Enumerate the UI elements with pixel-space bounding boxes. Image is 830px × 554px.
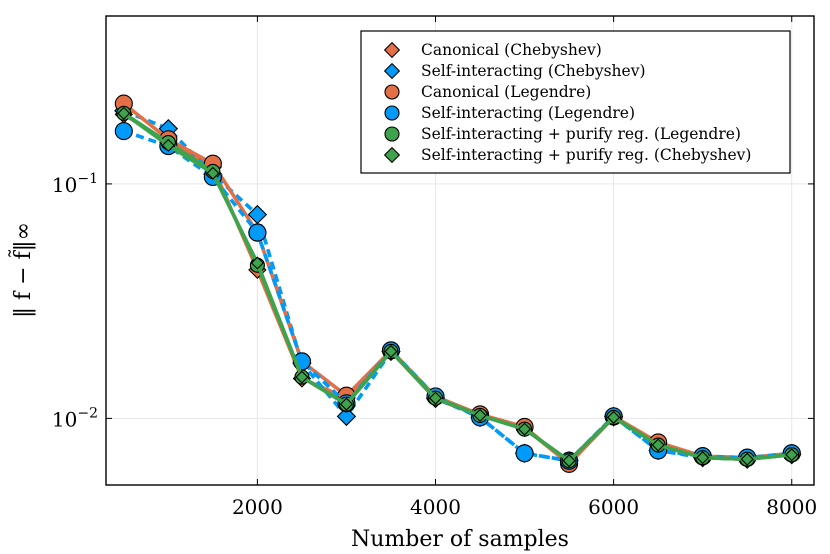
legend-entry-label: Self-interacting (Legendre) [421,104,635,122]
data-point [607,410,621,424]
plot-frame [105,15,815,486]
data-point [206,166,220,180]
data-point [250,256,264,270]
y-tick-base: 10 [52,407,77,431]
series-6 [117,106,799,468]
y-axis-label: ‖ f − f̃‖∞ [9,222,36,318]
legend-marker [383,62,401,80]
legend-entry-label: Self-interacting + purify reg. (Legendre… [421,125,741,143]
x-axis-label: Number of samples [351,527,569,552]
data-point [247,204,268,225]
data-point [473,408,487,422]
series-line [122,111,792,463]
legend-marker [384,126,400,142]
data-point [562,454,576,468]
data-point [518,422,532,436]
data-point [339,397,354,411]
data-point [114,122,133,141]
legend-marker [384,84,400,100]
series-layer [114,94,802,474]
y-tick-exponent: −1 [77,171,98,187]
data-point [428,391,443,405]
legend-entry-label: Canonical (Chebyshev) [421,41,602,59]
legend-marker [383,146,401,164]
data-point [515,444,534,463]
legend-entry-label: Canonical (Legendre) [421,83,591,101]
legend-marker [384,105,400,121]
data-point [696,451,710,465]
legend-entry-label: Self-interacting (Chebyshev) [421,62,646,80]
x-tick-label: 4000 [410,495,461,519]
data-point [785,448,799,462]
data-point [295,370,309,384]
data-point [740,452,754,466]
x-tick-label: 2000 [232,495,283,519]
y-tick-base: 10 [52,173,77,197]
x-tick-label: 6000 [588,495,639,519]
y-tick-label: 10−1 [52,171,98,197]
data-point [117,106,131,120]
data-point [248,223,267,242]
x-tick-label: 8000 [766,495,817,519]
data-point [384,344,398,358]
y-tick-label: 10−2 [52,405,98,431]
legend-marker [383,41,401,59]
data-point [161,138,175,152]
legend-box [360,30,791,174]
data-point [651,438,665,452]
data-point [336,406,357,427]
legend: Canonical (Chebyshev) Self-interacting (C… [360,30,791,174]
legend-entry-label: Self-interacting + purify reg. (Chebyshe… [421,146,751,164]
y-tick-exponent: −2 [77,405,98,421]
